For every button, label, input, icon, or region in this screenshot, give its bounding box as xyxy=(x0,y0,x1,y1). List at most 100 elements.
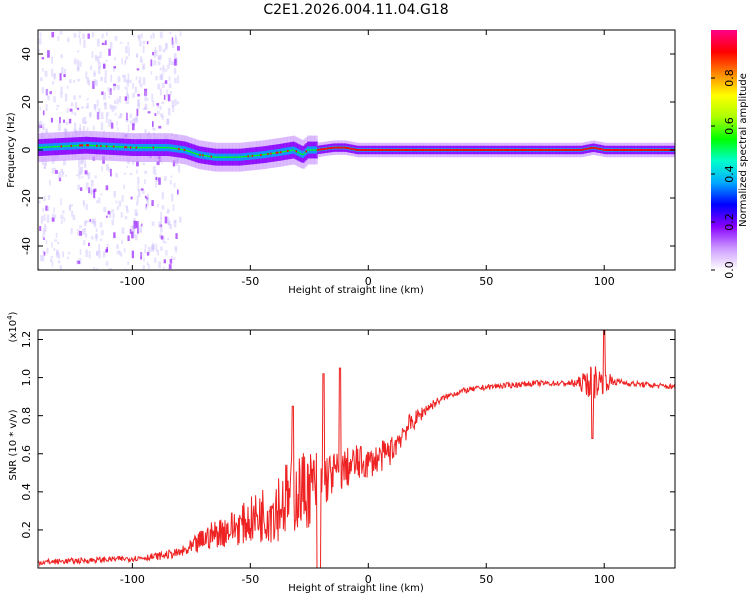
heatmap-band-cell xyxy=(142,146,146,149)
heatmap-peak-cell xyxy=(387,149,391,151)
heatmap-speckle xyxy=(159,54,162,60)
heatmap-peak-cell xyxy=(612,149,616,151)
heatmap-peak-cell xyxy=(438,149,442,151)
heatmap-speckle xyxy=(155,76,158,81)
heatmap-peak-cell xyxy=(391,149,395,151)
heatmap-speckle xyxy=(84,221,86,225)
heatmap-speckle xyxy=(125,118,129,123)
heatmap-peak-cell xyxy=(522,149,525,151)
heatmap-band-cell xyxy=(196,153,199,155)
heatmap-speckle xyxy=(115,200,118,204)
heatmap-speckle xyxy=(165,42,168,49)
heatmap-speckle xyxy=(82,33,86,40)
heatmap-speckle xyxy=(95,80,98,87)
heatmap-speckle xyxy=(71,111,74,115)
heatmap-speckle xyxy=(84,220,87,227)
heatmap-peak-cell xyxy=(577,149,580,151)
heatmap-speckle xyxy=(110,119,113,123)
heatmap-speckle xyxy=(126,95,129,101)
heatmap-speckle xyxy=(99,238,103,241)
y-tick-label: 0 xyxy=(20,147,33,154)
heatmap-speckle xyxy=(57,241,60,245)
heatmap-speckle xyxy=(165,250,168,256)
heatmap-peak-cell xyxy=(465,149,468,151)
heatmap-speckle xyxy=(45,128,48,134)
heatmap-speckle xyxy=(55,232,58,238)
heatmap-peak-cell xyxy=(646,149,650,151)
heatmap-peak-cell xyxy=(105,145,109,148)
heatmap-speckle xyxy=(140,252,142,260)
heatmap-speckle xyxy=(38,124,41,133)
heatmap-peak-cell xyxy=(510,149,514,151)
heatmap-speckle xyxy=(139,56,143,63)
heatmap-band-cell xyxy=(307,149,310,151)
heatmap-speckle xyxy=(109,104,113,109)
heatmap-peak-cell xyxy=(571,149,575,151)
heatmap-peak-cell xyxy=(493,149,497,151)
heatmap-speckle xyxy=(137,185,140,192)
heatmap-peak-cell xyxy=(532,149,535,151)
heatmap-speckle xyxy=(70,204,73,207)
heatmap-speckle xyxy=(122,75,124,78)
heatmap-peak-cell xyxy=(533,149,536,151)
heatmap-speckle xyxy=(126,206,128,211)
heatmap-peak-cell xyxy=(360,149,364,151)
heatmap-peak-cell xyxy=(547,149,551,151)
heatmap-peak-cell xyxy=(251,154,255,157)
heatmap-speckle xyxy=(153,51,156,59)
heatmap-peak-cell xyxy=(554,149,558,151)
heatmap-peak-cell xyxy=(417,149,420,151)
heatmap-speckle xyxy=(90,189,94,194)
heatmap-peak-cell xyxy=(608,149,611,151)
heatmap-speckle xyxy=(164,241,167,244)
heatmap-speckle xyxy=(139,76,142,85)
heatmap-speckle xyxy=(154,257,157,263)
heatmap-peak-cell xyxy=(543,149,546,151)
heatmap-speckle xyxy=(175,248,177,253)
heatmap-speckle xyxy=(168,76,171,82)
heatmap-band-cell xyxy=(165,146,168,149)
heatmap-band-cell xyxy=(243,156,246,158)
heatmap-speckle xyxy=(113,105,117,110)
heatmap-band-cell xyxy=(171,147,174,149)
heatmap-speckle xyxy=(96,251,99,256)
heatmap-speckle xyxy=(155,176,158,180)
heatmap-band-cell xyxy=(117,146,120,148)
heatmap-band-cell xyxy=(166,146,170,149)
heatmap-speckle xyxy=(142,107,146,111)
heatmap-speckle xyxy=(103,102,106,105)
heatmap-peak-cell xyxy=(367,149,371,151)
heatmap-peak-cell xyxy=(295,150,299,153)
heatmap-speckle xyxy=(167,237,170,240)
heatmap-speckle xyxy=(120,41,123,44)
heatmap-peak-cell xyxy=(635,149,638,151)
heatmap-speckle xyxy=(151,221,155,226)
heatmap-peak-cell xyxy=(416,149,419,151)
heatmap-band-cell xyxy=(222,156,225,158)
heatmap-peak-cell xyxy=(411,149,415,151)
snr-panel: -100 -50 0 50 100 0.2 0.4 0.6 0.8 1.0 1.2 Height … xyxy=(6,311,676,594)
heatmap-speckle xyxy=(89,112,91,117)
heatmap-peak-cell xyxy=(326,147,330,150)
heatmap-speckle xyxy=(171,193,174,202)
heatmap-speckle xyxy=(163,259,166,264)
heatmap-speckle xyxy=(168,222,171,225)
heatmap-band-cell xyxy=(234,156,238,158)
heatmap-peak-cell xyxy=(350,147,354,150)
heatmap-speckle xyxy=(138,99,140,107)
heatmap-peak-cell xyxy=(363,149,367,151)
heatmap-speckle xyxy=(121,227,125,234)
y-tick-label: -40 xyxy=(20,237,33,255)
heatmap-speckle xyxy=(165,68,168,72)
heatmap-speckle xyxy=(142,45,145,53)
heatmap-band-cell xyxy=(311,149,314,151)
colorbar-tick-label: 0.2 xyxy=(723,213,736,231)
heatmap-band-cell xyxy=(139,146,143,149)
heatmap-peak-cell xyxy=(663,149,667,151)
heatmap-speckle xyxy=(172,160,176,167)
heatmap-peak-cell xyxy=(665,149,668,151)
heatmap-speckle xyxy=(45,89,48,96)
heatmap-speckle xyxy=(38,38,42,45)
heatmap-speckle xyxy=(43,251,46,256)
heatmap-speckle xyxy=(179,31,182,37)
